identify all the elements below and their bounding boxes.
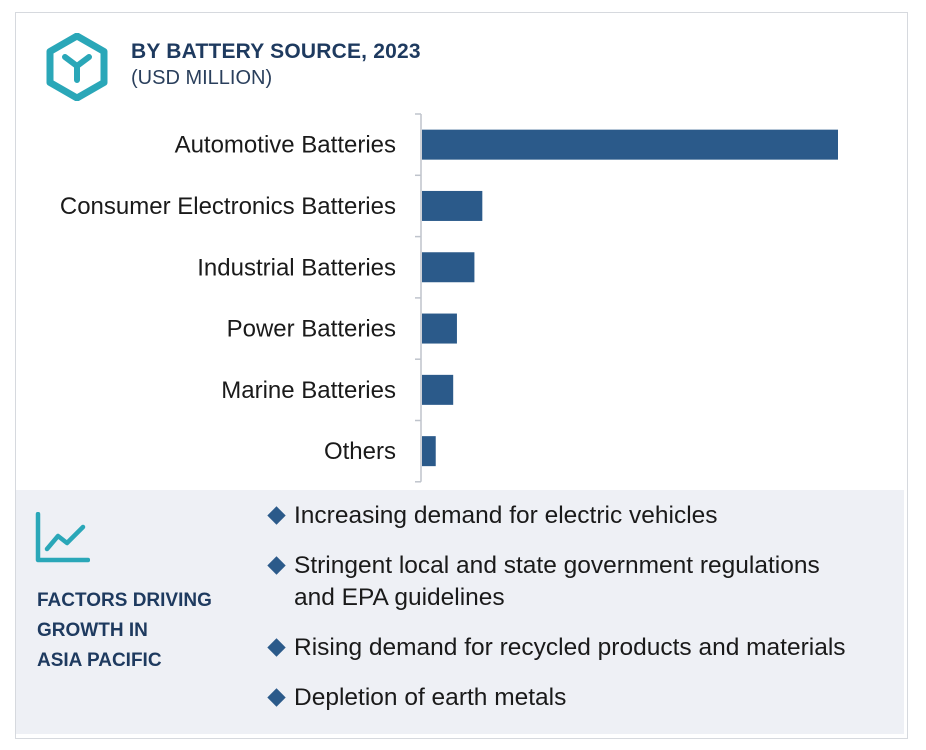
chart-subtitle: (USD MILLION) [131, 67, 273, 89]
bar [422, 436, 436, 467]
category-label: Marine Batteries [221, 377, 396, 404]
bar [422, 252, 475, 283]
factor-text: and EPA guidelines [294, 584, 505, 611]
diamond-bullet-icon [267, 506, 286, 525]
category-label: Automotive Batteries [175, 132, 396, 159]
category-label: Industrial Batteries [197, 254, 396, 281]
factors-title-line: ASIA PACIFIC [37, 650, 162, 671]
category-label: Others [324, 438, 396, 465]
bar [422, 313, 457, 344]
category-label: Power Batteries [227, 316, 396, 343]
factors-title: FACTORS DRIVING GROWTH IN ASIA PACIFIC [37, 586, 257, 676]
chart-title: BY BATTERY SOURCE, 2023 [131, 40, 421, 63]
factor-item: Depletion of earth metals [267, 682, 908, 714]
factors-panel: FACTORS DRIVING GROWTH IN ASIA PACIFIC I… [16, 490, 904, 734]
diamond-bullet-icon [267, 638, 286, 657]
factor-item: Increasing demand for electric vehicles [267, 500, 908, 532]
factors-title-line: GROWTH IN [37, 620, 148, 641]
factor-text: Increasing demand for electric vehicles [294, 502, 718, 529]
factor-item: Stringent local and state government reg… [267, 550, 908, 614]
factor-item: Rising demand for recycled products and … [267, 632, 908, 664]
factors-title-line: FACTORS DRIVING [37, 590, 212, 611]
factor-text: Stringent local and state government reg… [294, 552, 820, 579]
line-chart-trend-icon [35, 512, 90, 563]
factor-text: Depletion of earth metals [294, 684, 567, 711]
diamond-bullet-icon [267, 688, 286, 707]
bar-chart: Automotive Batteries Consumer Electronics… [60, 113, 838, 483]
infographic-card: BY BATTERY SOURCE, 2023 (USD MILLION) Au… [15, 12, 908, 739]
category-label: Consumer Electronics Batteries [60, 193, 396, 220]
hexagon-logo-icon [46, 33, 108, 101]
factor-text: Rising demand for recycled products and … [294, 634, 846, 661]
bar [422, 374, 454, 405]
bar [422, 129, 838, 160]
bar [422, 190, 483, 221]
diamond-bullet-icon [267, 556, 286, 575]
factor-list: Increasing demand for electric vehicles … [267, 500, 908, 732]
